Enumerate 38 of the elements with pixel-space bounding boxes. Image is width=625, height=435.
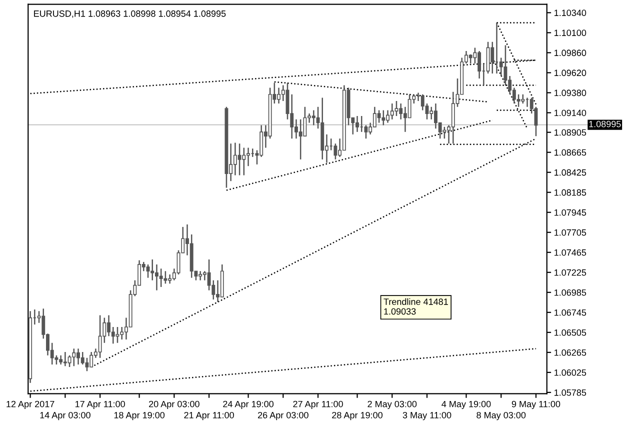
y-tick-label: 1.08905 (554, 129, 586, 136)
y-tick-label: 1.10340 (554, 10, 586, 16)
x-tick-label: 18 Apr 19:00 (114, 412, 165, 420)
y-tick-label: 1.06265 (554, 349, 586, 356)
text: EURUSD,H1 1.08963 1.08998 1.08954 1.08995 (34, 10, 226, 18)
y-tick-label: 1.08185 (554, 189, 586, 196)
y-tick-label: 1.07705 (554, 229, 586, 236)
x-tick-label: 4 May 19:00 (442, 400, 491, 410)
y-tick-label: 1.06025 (554, 369, 586, 376)
y-tick-label: 1.09140 (554, 110, 586, 116)
ref-line-label: 1.08995 (589, 120, 621, 128)
y-tick-label: 1.06505 (554, 329, 586, 336)
y-tick-label: 1.07225 (554, 269, 586, 276)
x-tick-label: 14 Apr 03:00 (40, 412, 90, 420)
annotation: Trendline 41481 1.09033 (384, 298, 448, 315)
y-tick-label: 1.06745 (554, 309, 586, 316)
y-tick-label: 1.06985 (554, 289, 586, 296)
y-tick-label: 1.07465 (554, 249, 586, 256)
x-tick-label: 27 Apr 11:00 (293, 400, 343, 410)
y-tick-label: 1.08425 (554, 169, 586, 176)
x-tick-label: 2 May 03:00 (368, 400, 417, 410)
x-tick-label: 21 Apr 11:00 (184, 412, 234, 420)
x-tick-label: 8 May 03:00 (476, 412, 526, 420)
y-tick-label: 1.09380 (554, 90, 586, 96)
y-tick-label: 1.07945 (554, 209, 586, 216)
y-tick-label: 1.10100 (554, 30, 586, 36)
y-tick-label: 1.09860 (554, 50, 586, 56)
y-tick-label: 1.09620 (554, 70, 586, 76)
y-tick-label: 1.08665 (554, 149, 586, 156)
y-tick-label: 1.05785 (554, 389, 586, 396)
x-tick-label: 9 May 11:00 (512, 400, 560, 410)
x-tick-label: 24 Apr 19:00 (223, 400, 274, 410)
x-tick-label: 3 May 11:00 (402, 412, 452, 420)
x-tick-label: 28 Apr 19:00 (332, 412, 382, 420)
x-tick-label: 26 Apr 03:00 (258, 412, 308, 420)
x-tick-label: 20 Apr 03:00 (149, 400, 200, 410)
x-tick-label: 17 Apr 11:00 (75, 400, 125, 410)
x-tick-label: 12 Apr 2017 (6, 400, 54, 410)
